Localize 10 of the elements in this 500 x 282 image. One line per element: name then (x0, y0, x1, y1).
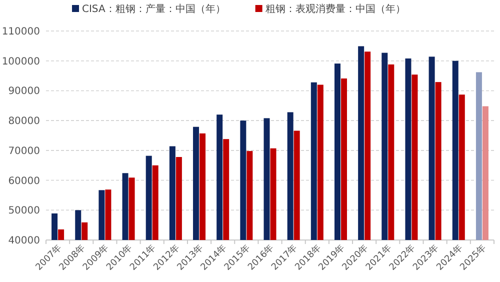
y-tick-label: 110000 (2, 26, 40, 38)
y-tick-label: 40000 (8, 236, 40, 246)
y-tick-label: 80000 (8, 116, 40, 128)
y-tick-label: 90000 (8, 86, 40, 98)
y-tick-label: 70000 (8, 146, 40, 157)
legend-label: CISA：粗钢：产量：中国（年） (82, 3, 226, 15)
legend-label: 粗钢：表观消费量：中国（年） (265, 3, 406, 15)
y-tick-label: 100000 (2, 56, 40, 68)
y-tick-label: 60000 (8, 176, 40, 187)
y-tick-label: 50000 (8, 206, 40, 217)
